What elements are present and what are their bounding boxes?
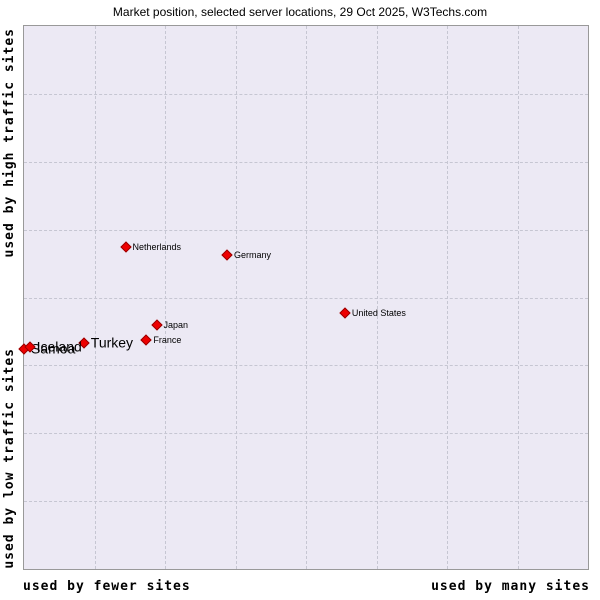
gridline-horizontal <box>24 229 588 231</box>
point-label: Iceland <box>36 339 82 356</box>
point-label: Japan <box>163 319 189 330</box>
point-label: France <box>153 334 182 345</box>
gridline-vertical <box>306 26 307 569</box>
gridline-vertical <box>517 26 519 569</box>
point-label: United States <box>351 307 406 318</box>
y-axis-label-high-traffic: used by high traffic sites <box>2 28 17 258</box>
gridline-vertical <box>235 26 237 569</box>
gridline-horizontal <box>24 93 588 95</box>
point-label: Samoa <box>31 340 76 357</box>
x-axis-label-many-sites: used by many sites <box>431 579 590 594</box>
gridline-vertical <box>376 26 378 569</box>
point-label: Turkey <box>90 334 134 351</box>
gridline-horizontal <box>24 365 588 367</box>
gridline-horizontal <box>24 433 588 435</box>
gridline-horizontal <box>24 161 588 163</box>
y-axis-label-low-traffic: used by low traffic sites <box>2 348 17 569</box>
gridline-horizontal <box>24 501 588 503</box>
gridline-vertical <box>447 26 448 569</box>
point-label: Germany <box>234 249 272 260</box>
chart-title: Market position, selected server locatio… <box>112 5 488 19</box>
gridline-vertical <box>165 26 166 569</box>
gridline-vertical <box>94 26 96 569</box>
point-label: Netherlands <box>132 241 182 252</box>
diamond-marker-icon <box>221 249 233 261</box>
diamond-marker-icon <box>119 241 132 253</box>
x-axis-label-fewer-sites: used by fewer sites <box>23 579 191 594</box>
diamond-marker-icon <box>140 334 153 346</box>
diamond-marker-icon <box>339 307 351 319</box>
plot-area: Netherlands Germany United States Japan Fran… <box>18 25 589 570</box>
diamond-marker-icon <box>150 318 163 331</box>
gridline-horizontal <box>24 297 588 299</box>
